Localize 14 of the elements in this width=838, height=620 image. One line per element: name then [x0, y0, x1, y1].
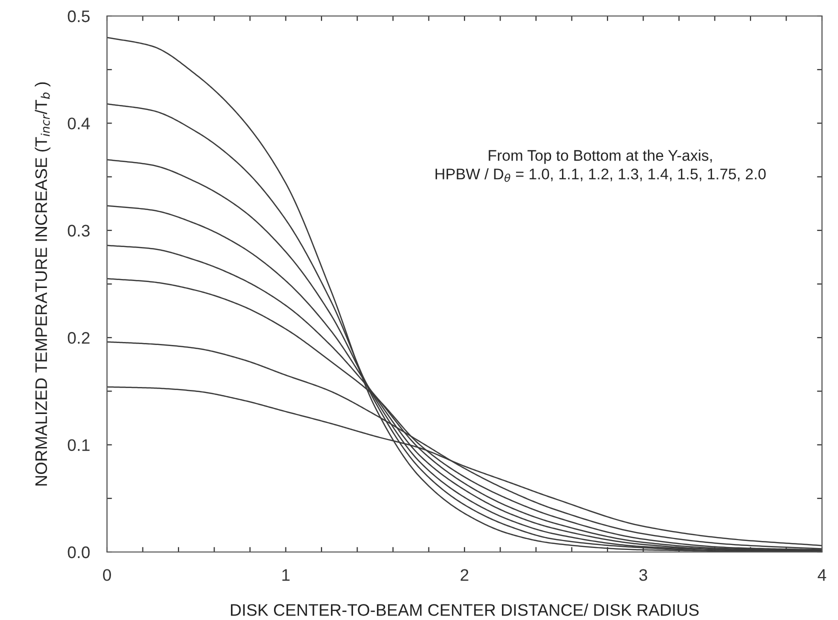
x-tick-label: 0	[103, 569, 111, 581]
y-axis-title: NORMALIZED TEMPERATURE INCREASE (T$_{incr}$/T$_{b}$ )	[34, 82, 50, 486]
y-tick-label: 0.1	[68, 439, 90, 452]
annotation: From Top to Bottom at the Y-axis, HPBW / D$_{θ}$ = 1.0, 1.1, 1.2, 1.3, 1.4, 1.5, 1.75, 2.0	[436, 150, 766, 182]
x-tick-label: 2	[460, 569, 468, 581]
y-tick-label: 0.0	[68, 546, 90, 558]
y-tick-label: 0.5	[68, 10, 90, 22]
x-tick-label: 3	[639, 569, 648, 581]
x-tick-label: 4	[818, 569, 826, 581]
x-tick-label: 1	[282, 569, 290, 581]
y-tick-label: 0.2	[68, 332, 90, 344]
y-tick-label: 0.3	[68, 224, 90, 237]
x-axis-title: DISK CENTER-TO-BEAM CENTER DISTANCE/ DISK RADIUS	[230, 604, 699, 616]
y-tick-label: 0.4	[68, 118, 90, 130]
